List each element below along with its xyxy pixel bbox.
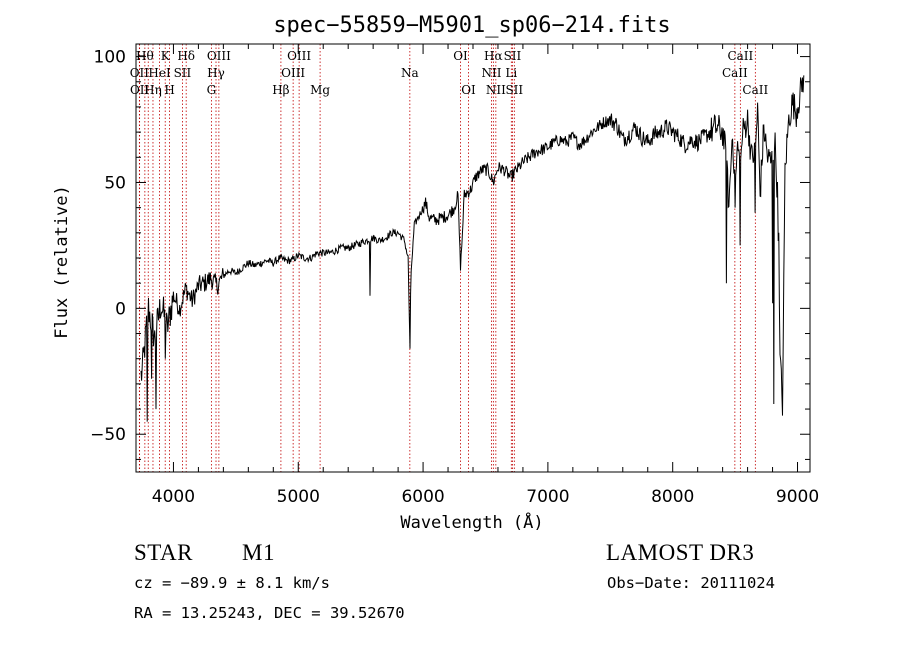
line-marker-label: OIII [287, 49, 311, 63]
line-marker-label: Hη [144, 83, 162, 97]
line-marker-label: Na [401, 66, 419, 80]
y-tick-label: 50 [104, 173, 126, 193]
line-marker-label: OII [130, 83, 150, 97]
axis-ticks: 4000 5000 6000 7000 8000 9000 −50 0 50 100 [90, 44, 819, 507]
x-tick-label: 6000 [401, 487, 444, 507]
line-marker-label: K [161, 49, 171, 63]
x-tick-label: 5000 [277, 487, 320, 507]
line-marker-label: NII [486, 83, 506, 97]
x-tick-label: 7000 [526, 487, 569, 507]
chart-title: spec−55859−M5901_sp06−214.fits [273, 13, 670, 38]
line-marker-label: Hθ [136, 49, 154, 63]
y-tick-label: 100 [94, 48, 126, 68]
x-axis-label: Wavelength (Å) [400, 511, 543, 533]
line-marker-label: Hα [484, 49, 503, 63]
redshift-text: cz = −89.9 ± 8.1 km/s [134, 574, 330, 592]
y-tick-label: 0 [115, 299, 126, 319]
line-marker-label: Hβ [272, 83, 289, 97]
line-marker-label: CaII [727, 49, 753, 63]
line-marker-label: SII [504, 49, 522, 63]
spectral-line-markers [138, 44, 756, 472]
line-marker-label: OIII [281, 66, 305, 80]
plot-frame [135, 43, 811, 473]
coordinates-text: RA = 13.25243, DEC = 39.52670 [134, 604, 405, 622]
line-marker-label: Hγ [207, 66, 225, 80]
object-subclass: M1 [242, 540, 275, 565]
line-marker-label: G [207, 83, 217, 97]
line-marker-label: SII [174, 66, 192, 80]
line-marker-label: OI [461, 83, 476, 97]
line-marker-label: Li [505, 66, 517, 80]
line-marker-label: Mg [310, 83, 330, 97]
line-marker-label: OI [453, 49, 468, 63]
y-axis-label: Flux (relative) [52, 185, 72, 339]
spectrum-series-line [140, 75, 805, 422]
survey-name: LAMOST DR3 [606, 540, 755, 565]
x-tick-label: 4000 [152, 487, 195, 507]
line-marker-label: CaII [722, 66, 748, 80]
line-marker-label: HeI [148, 66, 171, 80]
line-marker-label: H [164, 83, 174, 97]
line-marker-label: CaII [742, 83, 768, 97]
y-tick-label: −50 [90, 425, 126, 445]
spectral-line-labels: OIIOIIHθHηHeIKHSIIHδGHγOIIIHβOIIIOIIIMgN… [130, 49, 769, 97]
obs-date-text: Obs−Date: 20111024 [607, 574, 775, 592]
line-marker-label: SII [505, 83, 523, 97]
x-tick-label: 9000 [776, 487, 819, 507]
line-marker-label: NII [481, 66, 501, 80]
object-class: STAR [134, 540, 193, 565]
line-marker-label: Hδ [177, 49, 195, 63]
line-marker-label: OII [130, 66, 150, 80]
line-marker-label: OIII [207, 49, 231, 63]
x-tick-label: 8000 [651, 487, 694, 507]
